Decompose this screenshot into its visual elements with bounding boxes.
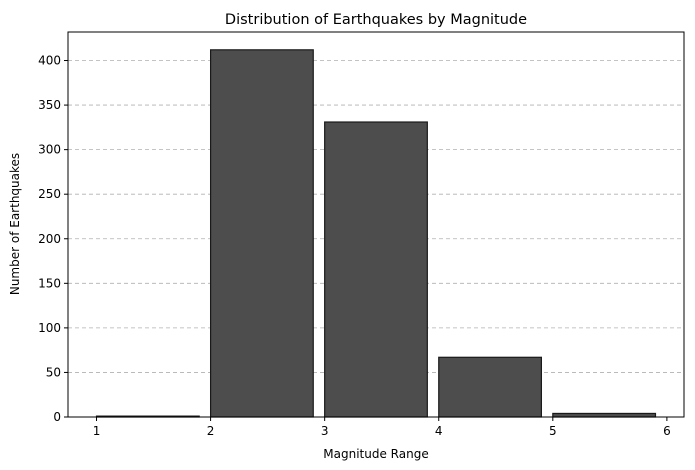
y-tick-label-200: 200 — [38, 232, 61, 246]
bar-4-5 — [438, 356, 543, 418]
y-tick-label-100: 100 — [38, 321, 61, 335]
bar-3-4 — [324, 121, 428, 418]
x-tick-label-3: 3 — [321, 424, 329, 438]
y-tick-label-300: 300 — [38, 143, 61, 157]
bar-5-6 — [552, 412, 657, 418]
x-tick-label-4: 4 — [435, 424, 443, 438]
y-tick-label-250: 250 — [38, 187, 61, 201]
x-tick-label-6: 6 — [663, 424, 671, 438]
axis-ticks: 1 2 3 4 5 6 0 50 100 150 200 250 300 350 400 — [38, 54, 671, 438]
y-tick-label-350: 350 — [38, 98, 61, 112]
y-tick-label-150: 150 — [38, 276, 61, 290]
chart-title: Distribution of Earthquakes by Magnitude — [225, 12, 527, 28]
x-axis-label: Magnitude Range — [323, 447, 428, 461]
x-tick-label-1: 1 — [93, 424, 101, 438]
y-tick-label-400: 400 — [38, 54, 61, 68]
bar-2-3 — [209, 49, 314, 418]
x-tick-label-5: 5 — [549, 424, 557, 438]
y-axis-label: Number of Earthquakes — [8, 153, 22, 295]
y-tick-label-0: 0 — [53, 410, 61, 424]
y-tick-label-50: 50 — [46, 365, 61, 379]
x-tick-label-2: 2 — [207, 424, 215, 438]
plot-frame — [67, 31, 685, 418]
